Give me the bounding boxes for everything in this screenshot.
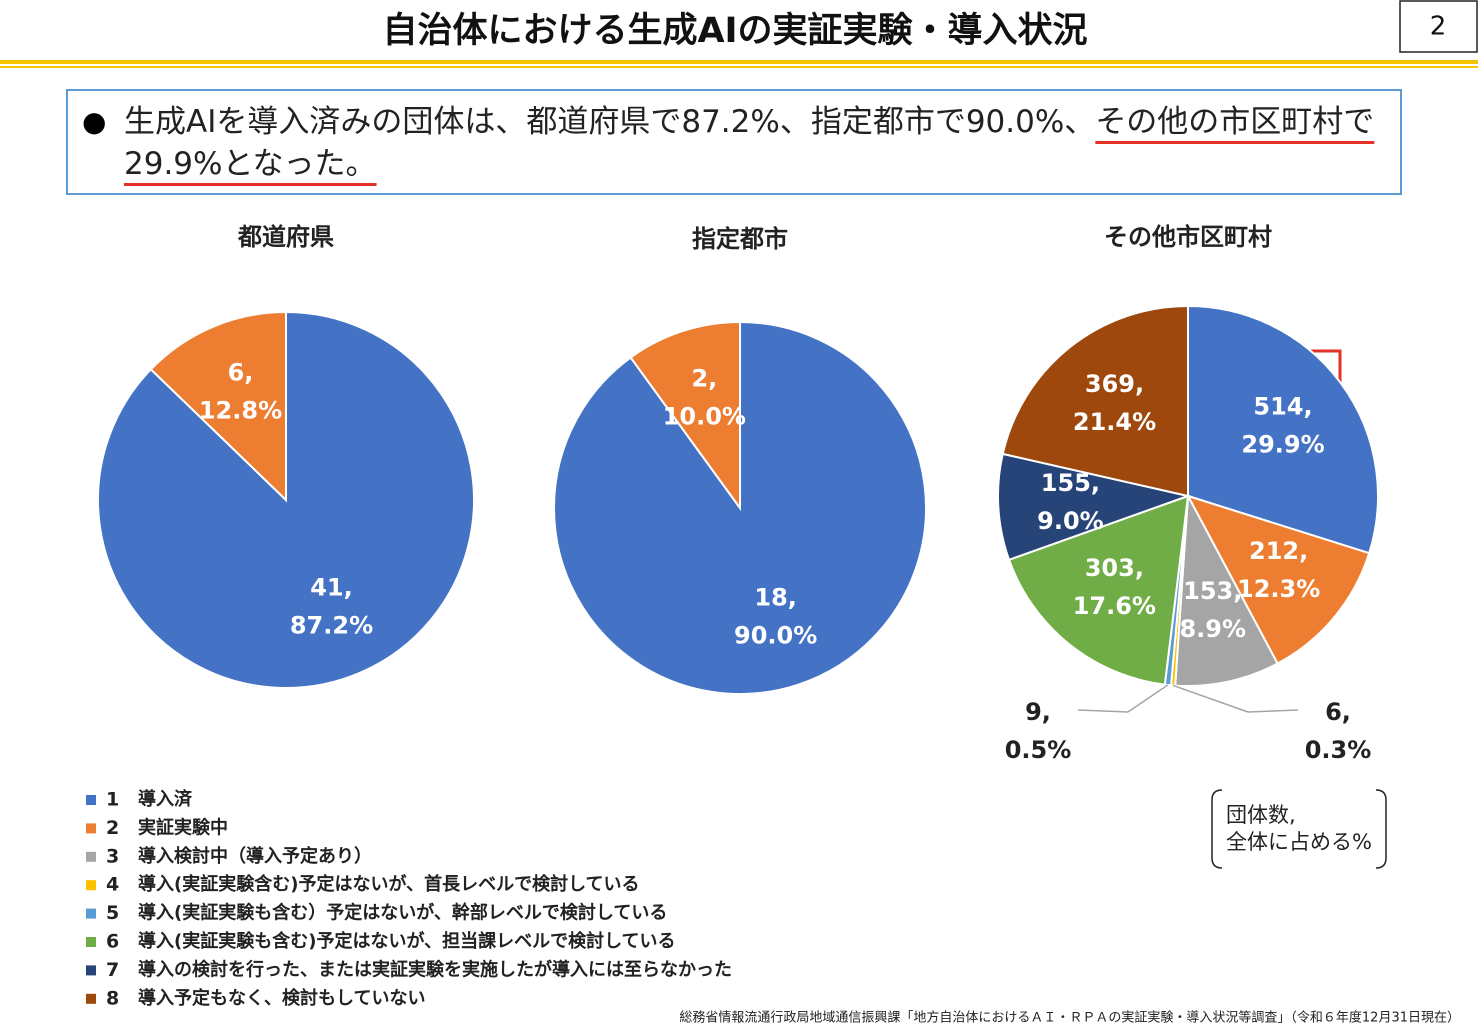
data-label: 8.9% [1179, 615, 1246, 643]
pie-slice [1007, 494, 1190, 686]
note-line: 団体数, [1226, 803, 1296, 827]
header-rule [0, 66, 1478, 68]
note-bracket [1211, 789, 1387, 869]
summary-box: ● 生成AIを導入済みの団体は、都道府県で87.2%、指定都市で90.0%、その… [66, 89, 1402, 195]
data-label: 41, [310, 573, 353, 601]
legend-label: 実証実験中 [138, 816, 228, 838]
legend-swatch [86, 823, 96, 834]
pie-title: その他市区町村 [1104, 223, 1272, 251]
data-label: 2, [691, 364, 717, 392]
legend-number: 3 [106, 845, 119, 867]
data-label: 369, [1085, 370, 1144, 398]
data-label: 29.9% [1241, 430, 1324, 458]
pie-title: 都道府県 [237, 223, 334, 251]
legend-number: 8 [106, 987, 119, 1009]
data-label: 9.0% [1037, 507, 1104, 535]
legend-label: 導入(実証実験も含む)予定はないが、担当課レベルで検討している [138, 930, 676, 952]
slide-title: 自治体における生成AIの実証実験・導入状況 [382, 11, 1087, 51]
summary-text: 生成AIを導入済みの団体は、都道府県で87.2%、指定都市で90.0%、その他の… [124, 101, 1396, 185]
pie-slice [629, 320, 741, 512]
legend-swatch [86, 965, 96, 976]
data-label: 9, [1025, 698, 1051, 726]
legend-label: 導入済 [138, 788, 193, 810]
data-label: 514, [1253, 392, 1312, 420]
pie-slice [1001, 304, 1189, 498]
data-label: 12.8% [199, 397, 282, 425]
source: 総務省情報流通行政局地域通信振興課「地方自治体におけるＡＩ・ＲＰＡの実証実験・導… [679, 1010, 1460, 1026]
legend-number: 7 [106, 959, 119, 981]
pie-slice [1187, 304, 1379, 555]
leader-line [1247, 709, 1299, 713]
legend-label: 導入(実証実験含む)予定はないが、首長レベルで検討している [138, 873, 640, 895]
pie-slice [1174, 492, 1279, 687]
data-label: 0.5% [1005, 736, 1072, 764]
data-label: 12.3% [1237, 575, 1320, 603]
pie-title: 指定都市 [692, 225, 788, 253]
legend-swatch [86, 993, 96, 1004]
data-label: 87.2% [290, 611, 373, 639]
legend-number: 1 [106, 789, 119, 811]
pie-slice [1185, 494, 1371, 665]
legend-number: 2 [106, 817, 119, 839]
legend-label: 導入(実証実験も含む）予定はないが、幹部レベルで検討している [138, 902, 667, 924]
legend-swatch [86, 880, 96, 891]
pie-slice [149, 310, 287, 503]
legend-number: 5 [106, 902, 119, 924]
legend-swatch [86, 937, 96, 947]
data-label: 212, [1249, 537, 1308, 565]
legend-swatch [86, 851, 96, 862]
data-label: 6, [1325, 698, 1351, 726]
legend-number: 6 [106, 931, 119, 953]
data-label: 18, [754, 584, 797, 612]
data-label: 303, [1085, 554, 1144, 582]
leader-line [1172, 684, 1249, 713]
data-label: 153, [1183, 577, 1242, 605]
data-label: 0.3% [1305, 736, 1372, 764]
data-label: 90.0% [734, 622, 817, 650]
legend-label: 導入の検討を行った、または実証実験を実施したが導入には至らなかった [138, 958, 732, 980]
pie-slice [997, 452, 1192, 562]
data-label: 21.4% [1073, 408, 1156, 436]
bullet: ● [82, 105, 107, 138]
data-label: 6, [228, 359, 254, 387]
summary-plain: 生成AIを導入済みの団体は、都道府県で87.2%、指定都市で90.0%、 [124, 104, 1096, 140]
legend-number: 4 [106, 874, 119, 896]
summary-highlight: その他の市区町村で29.9%となった。 [124, 104, 1375, 182]
leader-line [1127, 684, 1169, 713]
leader-line [1077, 709, 1129, 713]
legend-swatch [86, 795, 96, 805]
data-label: 17.6% [1073, 592, 1156, 620]
note-line: 全体に占める% [1226, 830, 1372, 854]
legend-label: 導入検討中（導入予定あり） [138, 845, 372, 867]
legend-label: 導入予定もなく、検討もしていない [138, 987, 425, 1009]
legend-swatch [86, 908, 96, 919]
page-number-box [1399, 0, 1478, 53]
data-label: 10.0% [663, 402, 746, 430]
page-number: 2 [1430, 12, 1447, 42]
header-rule [0, 60, 1478, 64]
